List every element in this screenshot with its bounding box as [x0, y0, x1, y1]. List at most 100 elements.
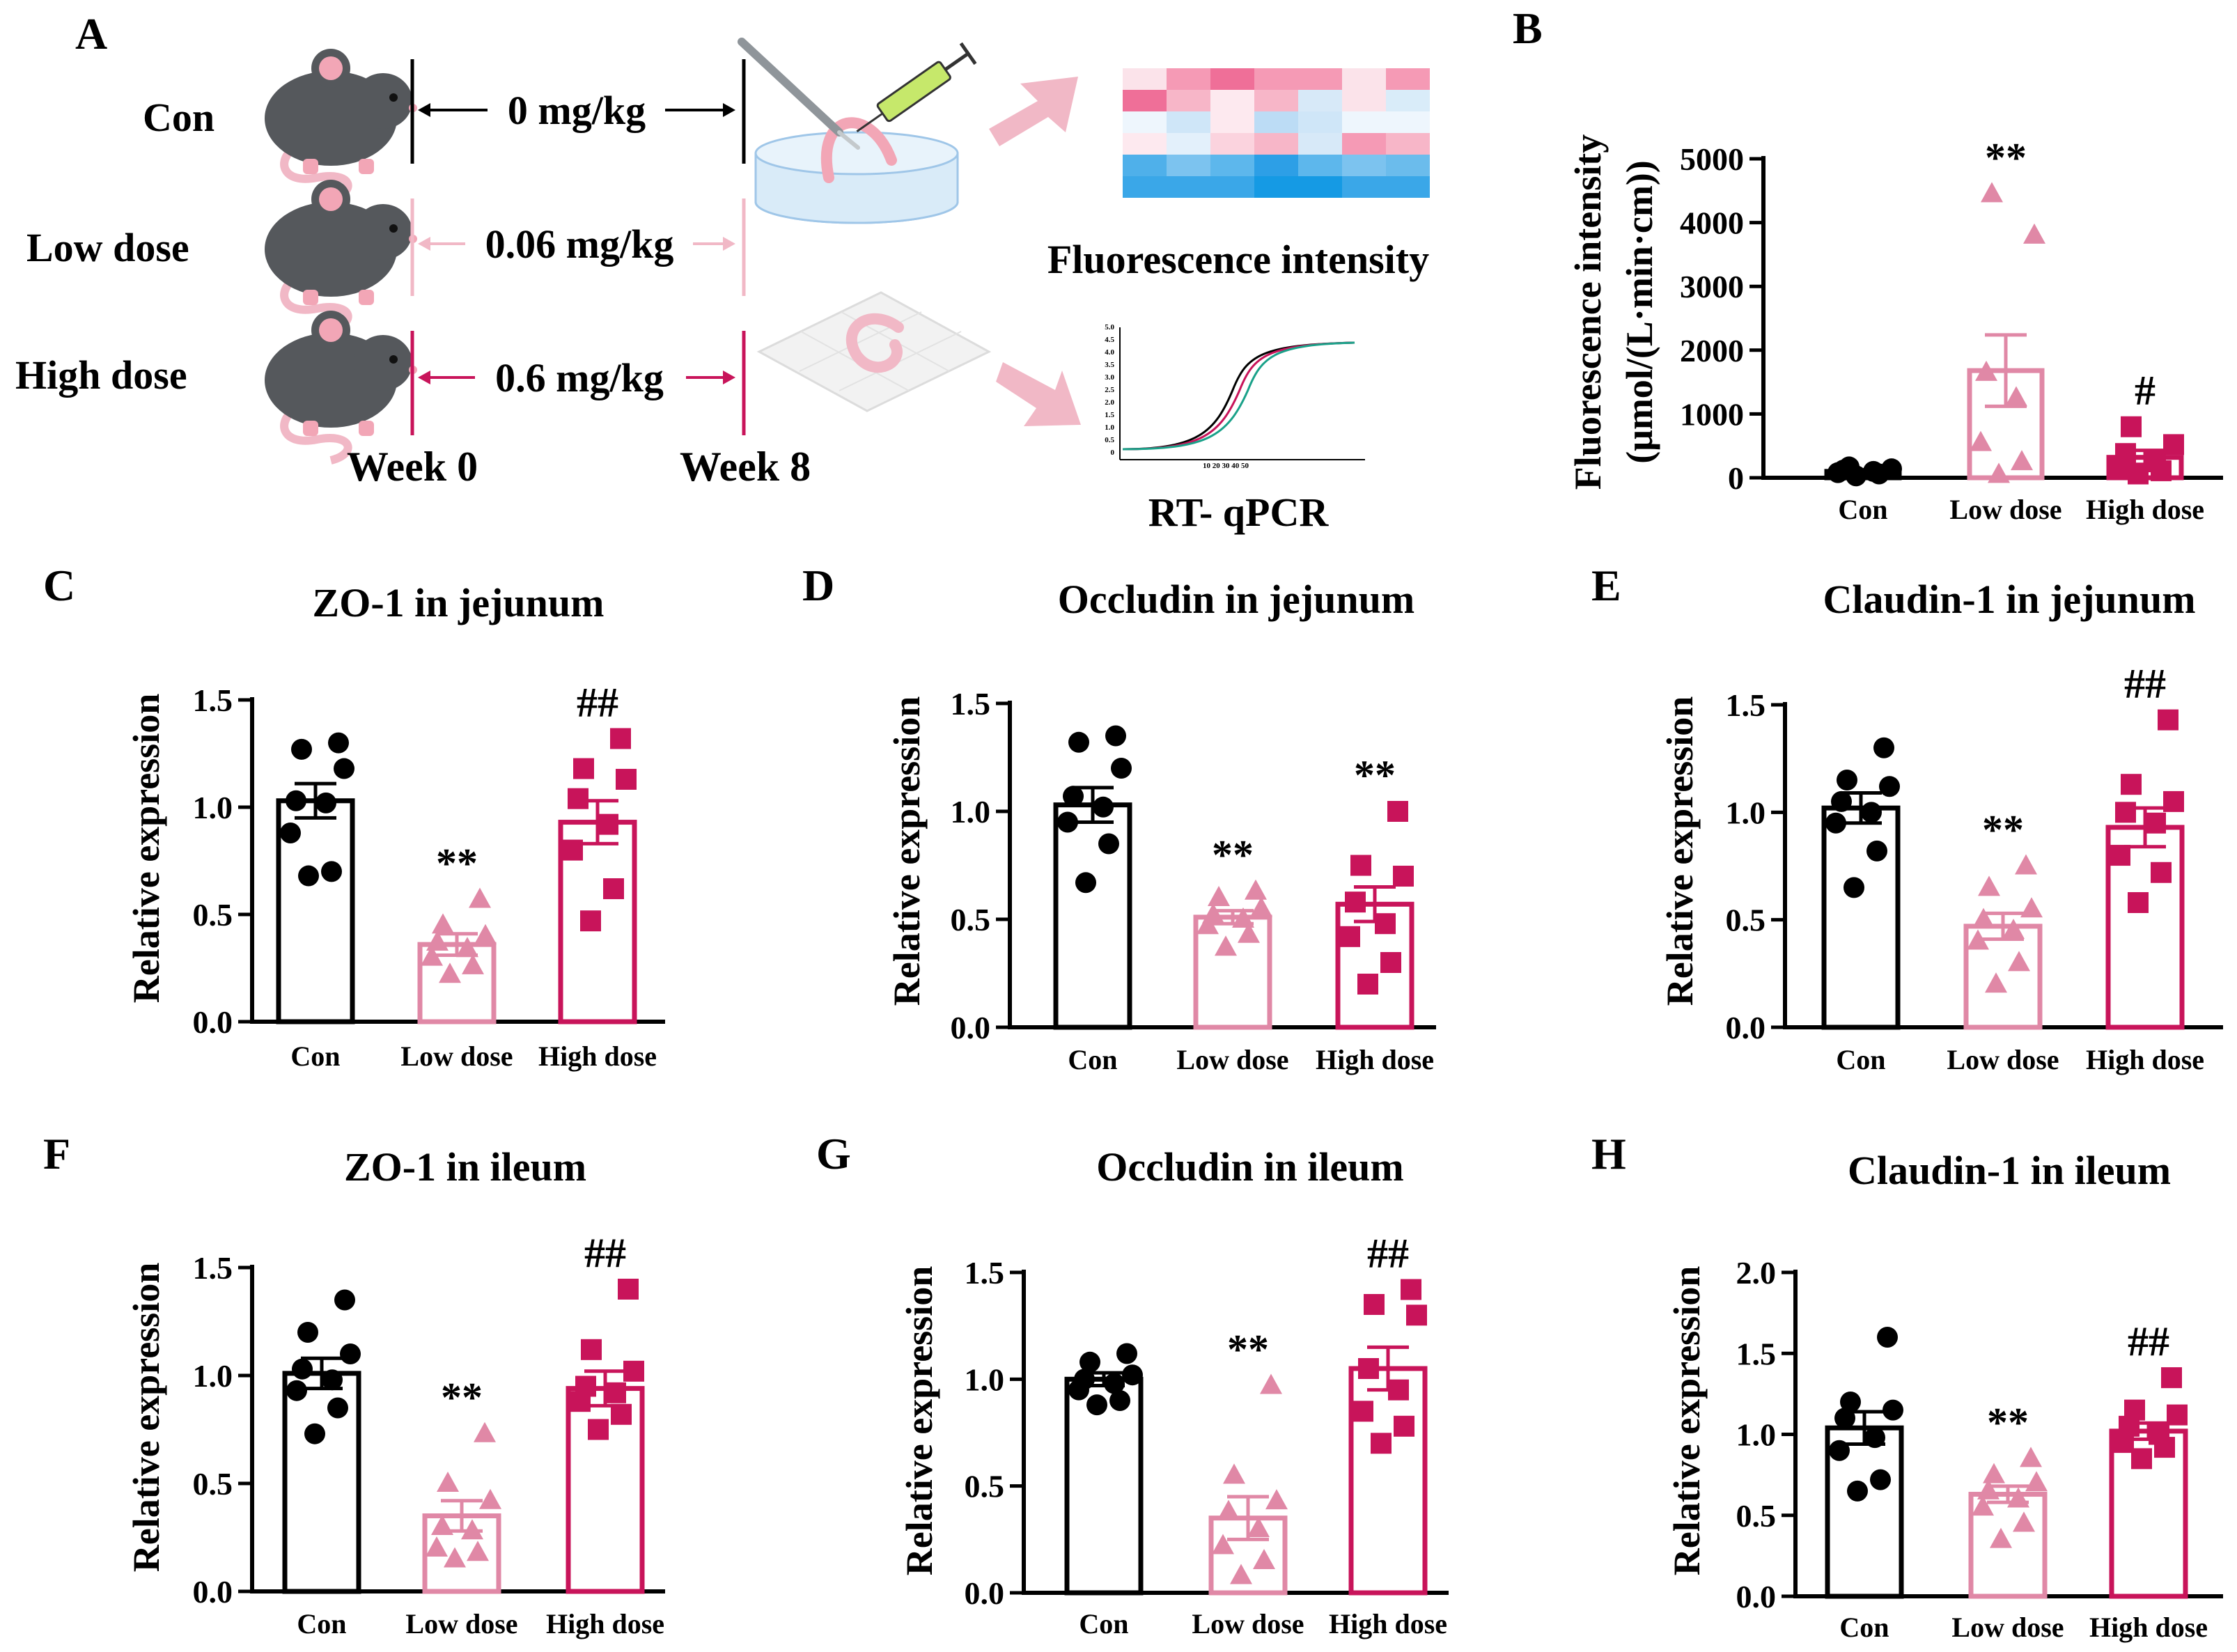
panel-f-chart: F ZO-1 in ileum Relative expression 0.0 0.5 1…	[43, 1129, 665, 1639]
group-label-low: Low dose	[26, 225, 189, 270]
y-tick-label: 0.0	[1726, 1010, 1766, 1045]
heatmap-cell	[1123, 133, 1167, 155]
category-label: Con	[290, 1041, 340, 1072]
dose-label-low: 0.06 mg/kg	[485, 221, 674, 267]
heatmap-cell	[1210, 176, 1254, 198]
data-point-low	[1230, 1564, 1252, 1584]
heatmap-cell	[1167, 90, 1210, 111]
heatmap-cell	[1167, 111, 1210, 133]
data-point-con	[1840, 1392, 1861, 1412]
category-label: Con	[1838, 494, 1887, 525]
data-point-low	[474, 1421, 496, 1442]
panel-h-chart: H Claudin-1 in ileum Relative expression 0.…	[1591, 1129, 2223, 1643]
data-point-con	[1075, 872, 1096, 894]
qpcr-y-tick: 3.5	[1105, 361, 1114, 369]
data-point-high	[1345, 891, 1366, 913]
heatmap-cell	[1254, 155, 1298, 176]
data-point-low	[2013, 1511, 2035, 1532]
data-point-low	[462, 953, 484, 974]
data-point-low	[474, 924, 497, 944]
y-tick-label: 1.0	[193, 1358, 233, 1394]
heatmap-cell	[1386, 68, 1430, 90]
data-point-con	[1063, 786, 1084, 807]
heatmap-cell	[1254, 176, 1298, 198]
heatmap-cell	[1386, 90, 1430, 111]
data-point-low	[2023, 223, 2045, 244]
data-point-con	[1829, 1440, 1850, 1461]
data-point-high	[581, 1339, 602, 1360]
y-axis-label: Fluorescence intensity	[1567, 134, 1609, 490]
data-point-high	[573, 758, 594, 779]
data-point-con	[1844, 877, 1864, 898]
heatmap-cell	[1342, 155, 1386, 176]
data-point-low	[432, 913, 454, 934]
data-point-con	[1863, 460, 1884, 482]
qpcr-label: RT- qPCR	[1148, 490, 1330, 535]
y-tick-label: 1.0	[1726, 795, 1766, 830]
data-point-low	[439, 963, 461, 983]
data-point-high	[2163, 434, 2184, 455]
data-point-con	[304, 1423, 325, 1444]
data-point-low	[431, 1515, 453, 1535]
y-tick-label: 0.5	[193, 897, 233, 933]
data-point-high	[1358, 1358, 1379, 1379]
data-point-high	[1375, 913, 1396, 935]
qpcr-y-tick: 4.5	[1105, 336, 1114, 344]
heatmap-cell	[1167, 68, 1210, 90]
data-point-con	[1068, 731, 1089, 753]
chart-title: Claudin-1 in jejunum	[1823, 577, 2195, 622]
chart-title: ZO-1 in ileum	[344, 1144, 586, 1190]
data-point-high	[1393, 866, 1414, 887]
panel-letter-f: F	[43, 1129, 70, 1178]
panel-e-chart: E Claudin-1 in jejunum Relative expression…	[1591, 561, 2223, 1075]
dissection-icon	[738, 38, 977, 224]
category-label: High dose	[2089, 1612, 2208, 1643]
data-point-con	[1864, 1427, 1885, 1449]
y-tick-label: 0.0	[193, 1574, 233, 1610]
qpcr-y-tick: 3.0	[1105, 373, 1114, 382]
data-point-high	[1401, 1279, 1421, 1300]
chart-title: Occludin in jejunum	[1058, 577, 1414, 622]
dose-label-con: 0 mg/kg	[508, 88, 646, 133]
data-point-con	[334, 1289, 355, 1311]
qpcr-y-tick: 0.5	[1105, 436, 1114, 444]
data-point-low	[1975, 360, 1997, 381]
data-point-con	[334, 758, 354, 779]
data-point-low	[2008, 951, 2030, 972]
qpcr-y-tick: 4.0	[1105, 348, 1114, 357]
fluorescence-label: Fluorescence intensity	[1047, 237, 1429, 282]
data-point-con	[286, 1380, 307, 1401]
data-point-low	[444, 1547, 466, 1568]
panel-b-chart: B Fluorescence intensity (μmol/(L·min·cm))…	[1513, 3, 2223, 525]
heatmap-cell	[1386, 133, 1430, 155]
panel-letter-b: B	[1513, 3, 1543, 53]
heatmap-cell	[1123, 111, 1167, 133]
data-point-low	[1223, 1463, 1245, 1484]
category-label: Con	[1079, 1608, 1128, 1639]
y-tick-label: 1.0	[193, 790, 233, 825]
y-tick-label: 1.5	[965, 1255, 1005, 1291]
data-point-low	[421, 945, 443, 966]
y-tick-label: 1000	[1680, 396, 1744, 432]
y-tick-label: 1.0	[965, 1362, 1005, 1397]
data-point-low	[2025, 1471, 2048, 1492]
y-tick-label: 5000	[1680, 141, 1744, 177]
y-tick-label: 0.5	[1726, 903, 1766, 938]
mouse-icon-low	[265, 180, 417, 334]
data-point-high	[603, 878, 624, 900]
data-point-con	[1086, 1394, 1107, 1416]
data-point-con	[1883, 1399, 1903, 1421]
arrow-to-fluorescence	[989, 77, 1078, 146]
category-label: Con	[1836, 1044, 1885, 1075]
heatmap-cell	[1342, 68, 1386, 90]
data-point-con	[327, 1397, 348, 1419]
data-point-low	[1232, 907, 1254, 928]
data-point-con	[1104, 1373, 1125, 1394]
data-point-low	[479, 1488, 501, 1509]
data-point-low	[461, 1519, 483, 1540]
heatmap-cell	[1167, 155, 1210, 176]
data-point-low	[1981, 182, 2003, 203]
chart-title: ZO-1 in jejunum	[313, 580, 605, 625]
dose-arrow-low	[418, 237, 735, 251]
